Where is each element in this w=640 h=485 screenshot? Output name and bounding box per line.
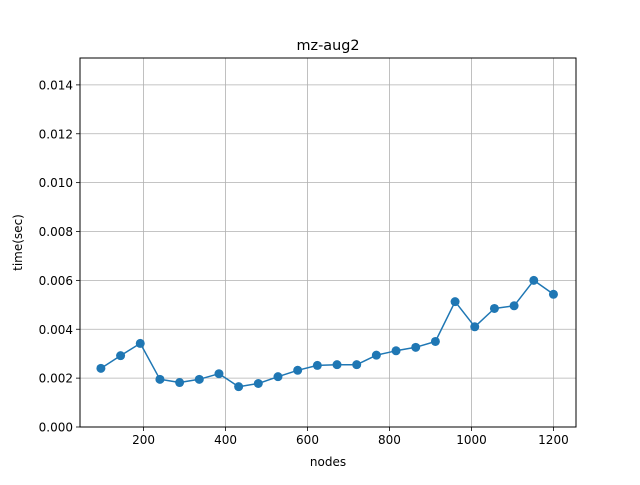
- grid-lines: [80, 58, 576, 428]
- data-point: [548, 289, 558, 299]
- x-axis-label: nodes: [310, 455, 346, 469]
- y-tick-label: 0.000: [39, 421, 73, 435]
- data-point: [253, 379, 263, 389]
- data-point: [352, 360, 362, 370]
- data-point: [214, 369, 224, 379]
- data-point: [489, 303, 499, 313]
- data-point: [155, 374, 165, 384]
- data-point: [450, 297, 460, 307]
- x-tick-label: 1000: [456, 433, 487, 447]
- x-tick-label: 200: [132, 433, 155, 447]
- series-layer: [96, 275, 558, 392]
- data-point: [135, 338, 145, 348]
- data-point: [411, 342, 421, 352]
- y-axis-label: time(sec): [11, 214, 25, 271]
- data-point: [194, 374, 204, 384]
- y-tick-label: 0.006: [39, 274, 73, 288]
- data-point: [312, 360, 322, 370]
- data-point: [470, 322, 480, 332]
- data-point: [273, 372, 283, 382]
- y-tick-label: 0.010: [39, 176, 73, 190]
- x-tick-label: 1200: [538, 433, 569, 447]
- data-point: [96, 363, 106, 373]
- y-tick-label: 0.008: [39, 225, 73, 239]
- data-point: [391, 346, 401, 356]
- data-point: [509, 301, 519, 311]
- data-point: [234, 382, 244, 392]
- data-point: [529, 275, 539, 285]
- data-point: [293, 365, 303, 375]
- data-point: [332, 360, 342, 370]
- y-tick-label: 0.012: [39, 127, 73, 141]
- y-tick-label: 0.002: [39, 372, 73, 386]
- x-tick-label: 600: [296, 433, 319, 447]
- chart-title: mz-aug2: [297, 38, 360, 54]
- plot-frame: [79, 57, 577, 428]
- data-point: [175, 378, 185, 388]
- data-point: [116, 351, 126, 361]
- y-tick-label: 0.004: [39, 323, 73, 337]
- data-point: [430, 336, 440, 346]
- data-point: [371, 350, 381, 360]
- x-tick-label: 400: [214, 433, 237, 447]
- y-tick-label: 0.014: [39, 78, 73, 92]
- axis-ticks: 200 400 600 800 1000 1200 0.000 0.002 0.004 0.006…: [39, 78, 569, 447]
- x-tick-label: 800: [378, 433, 401, 447]
